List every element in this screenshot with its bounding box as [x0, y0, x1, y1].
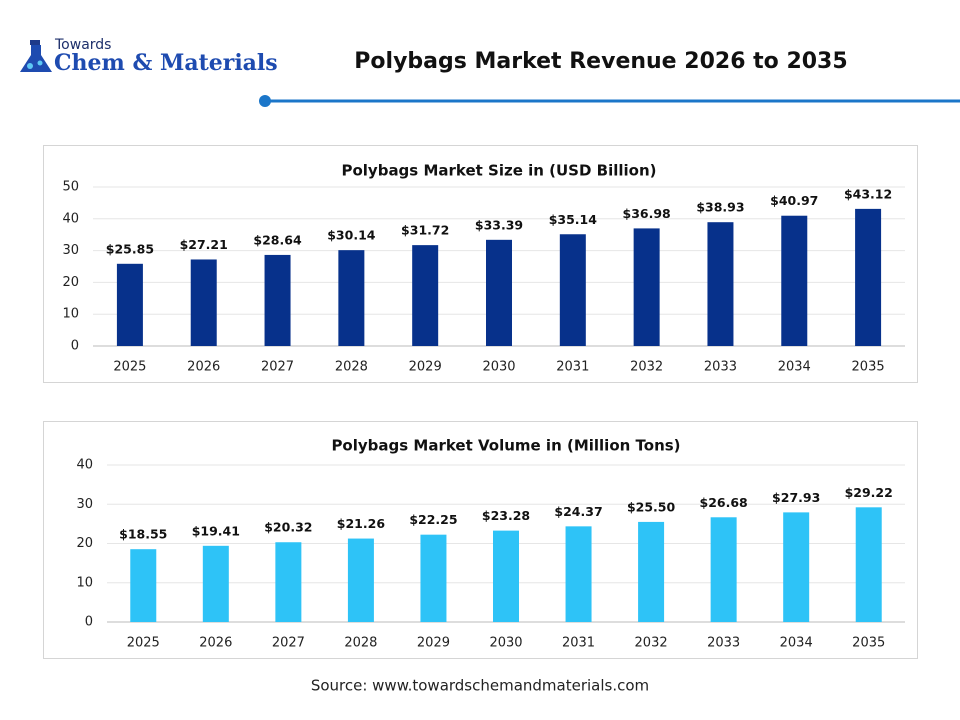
bar: [412, 245, 439, 346]
y-tick-label: 10: [62, 307, 79, 322]
bar: [493, 530, 519, 622]
x-tick-label: 2031: [556, 360, 589, 375]
bar: [710, 517, 737, 622]
bar: [486, 239, 512, 346]
value-label: $28.64: [253, 232, 302, 247]
page-title: Polybags Market Revenue 2026 to 2035: [354, 49, 847, 74]
x-tick-label: 2030: [482, 360, 515, 375]
x-tick-label: 2032: [635, 636, 668, 651]
bar: [855, 507, 882, 622]
bar: [707, 222, 734, 346]
value-label: $23.28: [482, 508, 530, 523]
y-tick-label: 50: [62, 180, 79, 195]
value-label: $27.93: [772, 490, 820, 505]
value-label: $19.41: [192, 523, 240, 538]
value-label: $26.68: [700, 495, 748, 510]
bar: [783, 512, 810, 622]
y-tick-label: 30: [76, 497, 93, 512]
x-tick-label: 2027: [272, 636, 305, 651]
x-tick-label: 2030: [489, 636, 522, 651]
source-note: Source: www.towardschemandmaterials.com: [311, 677, 649, 695]
bar: [338, 250, 365, 346]
value-label: $22.25: [409, 512, 457, 527]
logo-small-text: Towards: [54, 37, 111, 53]
x-tick-label: 2033: [704, 360, 737, 375]
x-tick-label: 2027: [261, 360, 294, 375]
bar: [559, 234, 586, 346]
bar: [781, 215, 808, 346]
bar: [275, 542, 302, 622]
y-tick-label: 30: [62, 243, 79, 258]
y-tick-label: 0: [85, 615, 93, 630]
y-tick-label: 20: [62, 275, 79, 290]
value-label: $35.14: [549, 212, 598, 227]
chart-title: Polybags Market Volume in (Million Tons): [331, 437, 680, 455]
x-tick-label: 2026: [199, 636, 232, 651]
value-label: $36.98: [623, 206, 671, 221]
chart-frame: [43, 421, 918, 659]
bar: [190, 259, 217, 346]
bar: [638, 521, 665, 622]
x-tick-label: 2026: [187, 360, 220, 375]
value-label: $24.37: [554, 504, 602, 519]
logo-flask-cap: [30, 40, 40, 45]
header-rule-dot: [259, 95, 271, 107]
x-tick-label: 2034: [778, 360, 811, 375]
y-tick-label: 40: [76, 458, 93, 473]
value-label: $31.72: [401, 223, 449, 238]
bar: [130, 549, 157, 622]
bar: [565, 526, 592, 622]
y-tick-label: 10: [76, 575, 93, 590]
x-tick-label: 2031: [562, 636, 595, 651]
chart-title: Polybags Market Size in (USD Billion): [341, 162, 656, 180]
x-tick-label: 2034: [780, 636, 813, 651]
x-tick-label: 2025: [113, 360, 146, 375]
bar: [855, 208, 882, 346]
value-label: $43.12: [844, 186, 892, 201]
value-label: $20.32: [264, 520, 312, 535]
logo: [20, 40, 52, 72]
x-tick-label: 2032: [630, 360, 663, 375]
x-tick-label: 2033: [707, 636, 740, 651]
bar: [420, 534, 447, 622]
x-tick-label: 2029: [409, 360, 442, 375]
bar: [347, 538, 374, 622]
y-tick-label: 40: [62, 211, 79, 226]
bar: [633, 228, 660, 346]
bar: [202, 545, 229, 622]
logo-bubble: [27, 63, 33, 69]
x-tick-label: 2028: [335, 360, 368, 375]
x-tick-label: 2025: [127, 636, 160, 651]
bar: [116, 263, 143, 346]
value-label: $25.85: [106, 241, 154, 256]
x-tick-label: 2028: [344, 636, 377, 651]
logo-text: Chem & Materials: [54, 50, 278, 76]
value-label: $18.55: [119, 527, 167, 542]
bar: [264, 254, 291, 346]
logo-bubble: [37, 60, 43, 66]
chart-frame: [43, 145, 918, 383]
value-label: $21.26: [337, 516, 386, 531]
value-label: $29.22: [845, 485, 893, 500]
value-label: $40.97: [770, 193, 818, 208]
x-tick-label: 2035: [852, 360, 885, 375]
value-label: $33.39: [475, 217, 523, 232]
value-label: $38.93: [696, 200, 744, 215]
value-label: $25.50: [627, 499, 676, 514]
x-tick-label: 2029: [417, 636, 450, 651]
x-tick-label: 2035: [852, 636, 885, 651]
value-label: $30.14: [327, 228, 376, 243]
value-label: $27.21: [180, 237, 228, 252]
y-tick-label: 0: [71, 339, 79, 354]
y-tick-label: 20: [76, 536, 93, 551]
